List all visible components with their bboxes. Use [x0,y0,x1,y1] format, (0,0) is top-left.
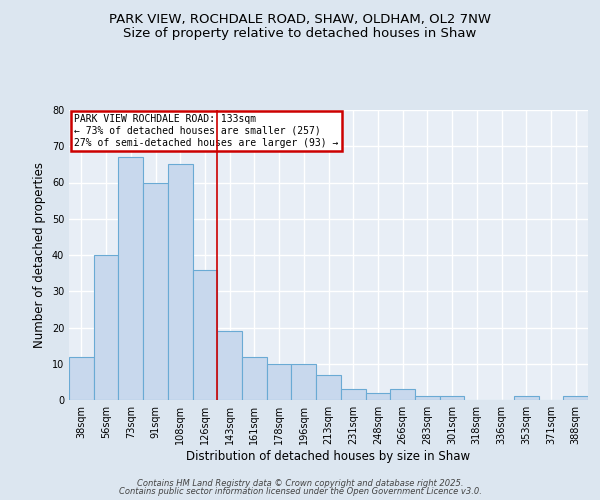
Bar [94,255,118,400]
Bar [143,182,168,400]
X-axis label: Distribution of detached houses by size in Shaw: Distribution of detached houses by size … [187,450,470,462]
Text: Contains public sector information licensed under the Open Government Licence v3: Contains public sector information licen… [119,487,481,496]
Bar [118,157,143,400]
Bar [415,396,440,400]
Bar [267,364,292,400]
Bar [365,393,390,400]
Bar [563,396,588,400]
Bar [514,396,539,400]
Text: Contains HM Land Registry data © Crown copyright and database right 2025.: Contains HM Land Registry data © Crown c… [137,478,463,488]
Bar [69,356,94,400]
Bar [168,164,193,400]
Bar [390,389,415,400]
Text: PARK VIEW ROCHDALE ROAD: 133sqm
← 73% of detached houses are smaller (257)
27% o: PARK VIEW ROCHDALE ROAD: 133sqm ← 73% of… [74,114,338,148]
Bar [292,364,316,400]
Y-axis label: Number of detached properties: Number of detached properties [33,162,46,348]
Text: Size of property relative to detached houses in Shaw: Size of property relative to detached ho… [124,28,476,40]
Bar [217,331,242,400]
Bar [242,356,267,400]
Bar [341,389,365,400]
Bar [440,396,464,400]
Bar [193,270,217,400]
Bar [316,374,341,400]
Text: PARK VIEW, ROCHDALE ROAD, SHAW, OLDHAM, OL2 7NW: PARK VIEW, ROCHDALE ROAD, SHAW, OLDHAM, … [109,12,491,26]
